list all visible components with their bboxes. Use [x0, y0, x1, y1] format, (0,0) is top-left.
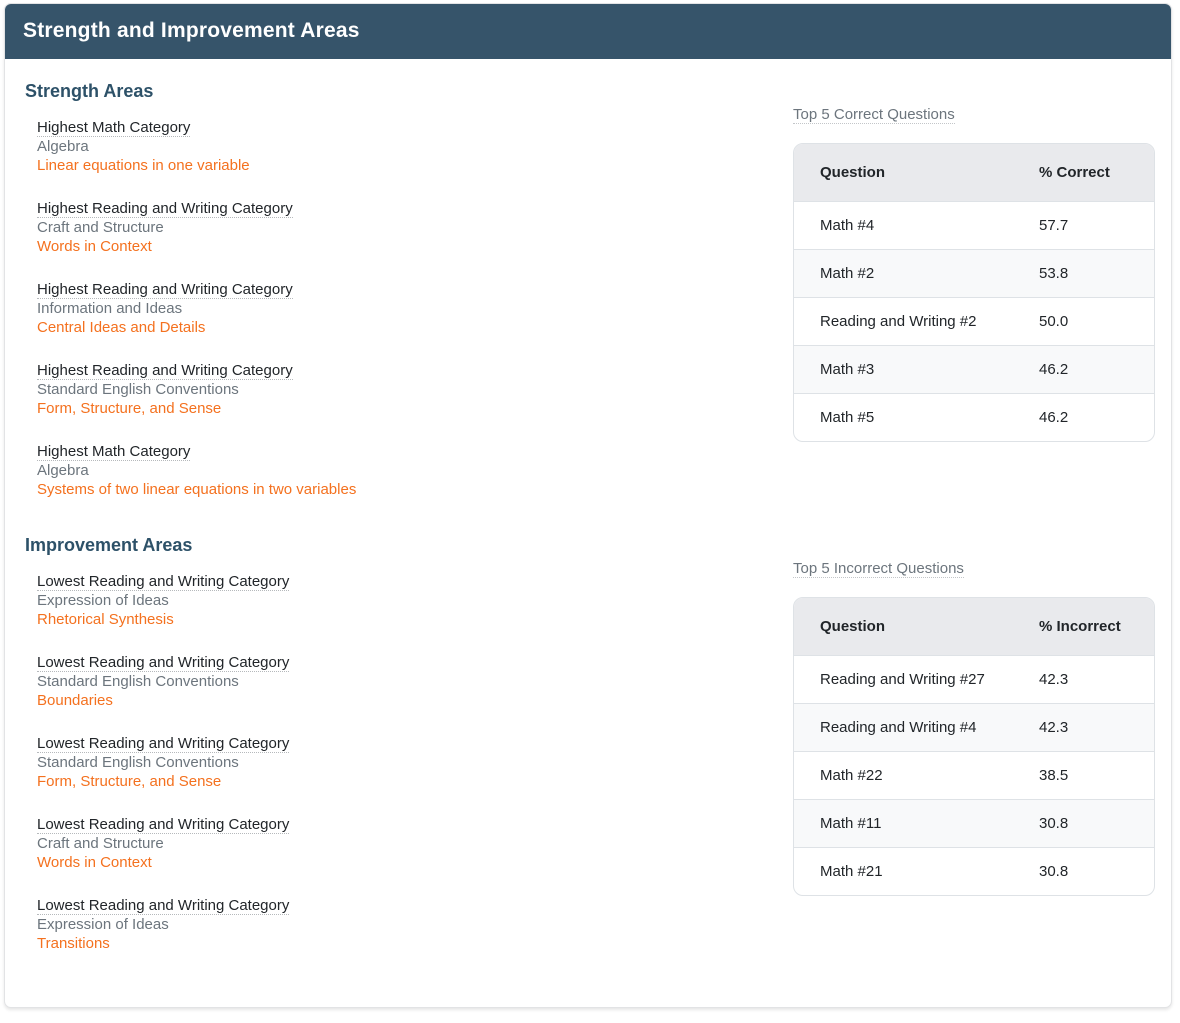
card-header: Strength and Improvement Areas	[5, 4, 1171, 59]
item-category: Craft and Structure	[37, 835, 164, 852]
item-title-tooltip[interactable]: Lowest Reading and Writing Category	[37, 735, 290, 753]
improvement-areas-heading: Improvement Areas	[25, 535, 193, 555]
percent-cell: 30.8	[1039, 799, 1154, 848]
table-row: Math #5 46.2	[794, 393, 1154, 441]
table-row: Math #11 30.8	[794, 799, 1154, 848]
improvement-item: Lowest Reading and Writing Category Expr…	[37, 572, 769, 629]
item-category: Information and Ideas	[37, 300, 183, 317]
item-category: Algebra	[37, 462, 89, 479]
incorrect-questions-table-wrap: Question % Incorrect Reading and Writing…	[793, 597, 1155, 896]
item-skill-link[interactable]: Form, Structure, and Sense	[37, 400, 222, 417]
item-category: Expression of Ideas	[37, 592, 169, 609]
percent-cell: 57.7	[1039, 201, 1154, 250]
improvement-item: Lowest Reading and Writing Category Expr…	[37, 896, 769, 953]
table-row: Reading and Writing #4 42.3	[794, 703, 1154, 752]
item-title-tooltip[interactable]: Lowest Reading and Writing Category	[37, 654, 290, 672]
table-row: Math #2 53.8	[794, 249, 1154, 298]
question-cell: Math #22	[794, 751, 1039, 800]
page-title: Strength and Improvement Areas	[23, 19, 360, 42]
item-title-tooltip[interactable]: Lowest Reading and Writing Category	[37, 816, 290, 834]
item-category: Standard English Conventions	[37, 673, 239, 690]
improvement-item: Lowest Reading and Writing Category Stan…	[37, 734, 769, 791]
strength-areas-section: Strength Areas Highest Math Category Alg…	[21, 81, 769, 523]
item-title-tooltip[interactable]: Highest Reading and Writing Category	[37, 200, 293, 218]
item-title-tooltip[interactable]: Highest Reading and Writing Category	[37, 362, 293, 380]
item-title-tooltip[interactable]: Lowest Reading and Writing Category	[37, 573, 290, 591]
question-cell: Math #21	[794, 847, 1039, 895]
percent-cell: 53.8	[1039, 249, 1154, 298]
item-skill-link[interactable]: Rhetorical Synthesis	[37, 611, 174, 628]
column-header-question: Question	[794, 144, 1039, 202]
strength-item: Highest Reading and Writing Category Cra…	[37, 199, 769, 256]
item-title-tooltip[interactable]: Highest Reading and Writing Category	[37, 281, 293, 299]
percent-cell: 30.8	[1039, 847, 1154, 895]
question-cell: Reading and Writing #4	[794, 703, 1039, 752]
item-skill-link[interactable]: Central Ideas and Details	[37, 319, 206, 336]
percent-cell: 38.5	[1039, 751, 1154, 800]
strength-improvement-card: Strength and Improvement Areas Strength …	[4, 3, 1172, 1008]
item-category: Algebra	[37, 138, 89, 155]
column-header-percent-correct: % Correct	[1039, 144, 1154, 202]
table-header-row: Question % Incorrect	[794, 598, 1154, 656]
table-row: Math #4 57.7	[794, 201, 1154, 250]
table-row: Math #3 46.2	[794, 345, 1154, 394]
table-row: Reading and Writing #2 50.0	[794, 297, 1154, 346]
item-title-tooltip[interactable]: Highest Math Category	[37, 119, 191, 137]
item-skill-link[interactable]: Linear equations in one variable	[37, 157, 250, 174]
item-category: Craft and Structure	[37, 219, 164, 236]
incorrect-questions-table: Question % Incorrect Reading and Writing…	[794, 598, 1154, 895]
incorrect-questions-panel: Top 5 Incorrect Questions Question % Inc…	[793, 535, 1155, 977]
table-row: Math #21 30.8	[794, 847, 1154, 895]
percent-cell: 46.2	[1039, 393, 1154, 441]
strength-item: Highest Reading and Writing Category Sta…	[37, 361, 769, 418]
percent-cell: 42.3	[1039, 703, 1154, 752]
item-title-tooltip[interactable]: Lowest Reading and Writing Category	[37, 897, 290, 915]
question-cell: Math #11	[794, 799, 1039, 848]
table-header-row: Question % Correct	[794, 144, 1154, 202]
item-skill-link[interactable]: Boundaries	[37, 692, 113, 709]
question-cell: Math #5	[794, 393, 1039, 441]
improvement-item: Lowest Reading and Writing Category Stan…	[37, 653, 769, 710]
correct-questions-table-wrap: Question % Correct Math #4 57.7	[793, 143, 1155, 442]
item-skill-link[interactable]: Systems of two linear equations in two v…	[37, 481, 357, 498]
percent-cell: 46.2	[1039, 345, 1154, 394]
item-category: Standard English Conventions	[37, 754, 239, 771]
item-title-tooltip[interactable]: Highest Math Category	[37, 443, 191, 461]
item-category: Standard English Conventions	[37, 381, 239, 398]
correct-questions-label[interactable]: Top 5 Correct Questions	[793, 106, 955, 124]
strength-item: Highest Math Category Algebra Linear equ…	[37, 118, 769, 175]
question-cell: Reading and Writing #27	[794, 655, 1039, 704]
column-header-percent-incorrect: % Incorrect	[1039, 598, 1154, 656]
item-skill-link[interactable]: Words in Context	[37, 238, 152, 255]
question-cell: Math #3	[794, 345, 1039, 394]
question-cell: Reading and Writing #2	[794, 297, 1039, 346]
improvement-item: Lowest Reading and Writing Category Craf…	[37, 815, 769, 872]
content-grid: Strength Areas Highest Math Category Alg…	[21, 81, 1155, 977]
percent-cell: 42.3	[1039, 655, 1154, 704]
strength-item: Highest Reading and Writing Category Inf…	[37, 280, 769, 337]
percent-cell: 50.0	[1039, 297, 1154, 346]
item-category: Expression of Ideas	[37, 916, 169, 933]
question-cell: Math #4	[794, 201, 1039, 250]
item-skill-link[interactable]: Form, Structure, and Sense	[37, 773, 222, 790]
table-row: Math #22 38.5	[794, 751, 1154, 800]
card-body: Strength Areas Highest Math Category Alg…	[5, 59, 1171, 1007]
correct-questions-table: Question % Correct Math #4 57.7	[794, 144, 1154, 441]
table-row: Reading and Writing #27 42.3	[794, 655, 1154, 704]
column-header-question: Question	[794, 598, 1039, 656]
item-skill-link[interactable]: Words in Context	[37, 854, 152, 871]
strength-areas-heading: Strength Areas	[25, 81, 154, 101]
strength-item: Highest Math Category Algebra Systems of…	[37, 442, 769, 499]
improvement-areas-section: Improvement Areas Lowest Reading and Wri…	[21, 535, 769, 977]
correct-questions-panel: Top 5 Correct Questions Question % Corre…	[793, 81, 1155, 523]
item-skill-link[interactable]: Transitions	[37, 935, 110, 952]
incorrect-questions-label[interactable]: Top 5 Incorrect Questions	[793, 560, 964, 578]
question-cell: Math #2	[794, 249, 1039, 298]
